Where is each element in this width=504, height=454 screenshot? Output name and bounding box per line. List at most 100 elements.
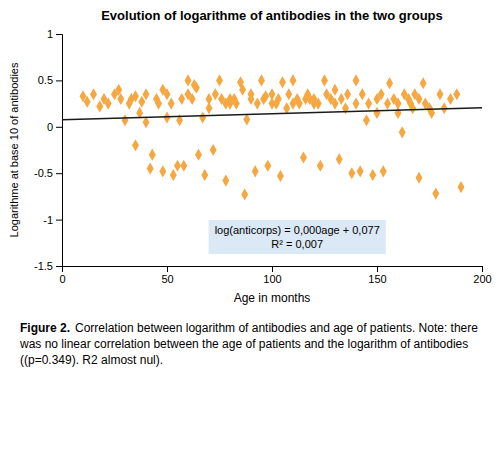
y-tick: 1 <box>47 28 62 40</box>
point <box>453 88 460 100</box>
point <box>420 77 427 89</box>
point <box>348 167 355 179</box>
point <box>321 74 328 86</box>
point <box>122 114 129 126</box>
point <box>222 175 229 187</box>
point <box>374 107 381 119</box>
point <box>395 107 402 119</box>
y-tick-mark <box>56 80 62 81</box>
point <box>384 98 391 110</box>
point <box>409 102 416 114</box>
point <box>96 100 103 112</box>
point <box>359 88 366 100</box>
point <box>365 98 372 110</box>
x-tick-label: 150 <box>368 273 386 285</box>
point <box>458 181 465 193</box>
annotation: log(anticorps) = 0,000age + 0,077 R² = 0,… <box>209 220 386 254</box>
point <box>344 88 351 100</box>
y-tick-label: 0.5 <box>38 74 53 86</box>
point <box>262 90 269 102</box>
y-tick: -0.5 <box>34 167 62 179</box>
x-tick-mark <box>167 266 168 272</box>
point <box>138 96 145 108</box>
point <box>185 74 192 86</box>
point <box>174 160 181 172</box>
point <box>290 74 297 86</box>
point <box>159 165 166 177</box>
point <box>416 172 423 184</box>
y-axis: -1.5-1-0.500.51 <box>34 28 62 272</box>
point <box>277 170 284 182</box>
x-tick-label: 100 <box>263 273 281 285</box>
point <box>275 93 282 105</box>
y-tick-label: -1.5 <box>34 260 53 272</box>
x-tick: 100 <box>263 266 281 285</box>
y-tick-mark <box>56 34 62 35</box>
x-tick-mark <box>482 266 483 272</box>
y-tick-mark <box>56 220 62 221</box>
point <box>210 144 217 156</box>
x-axis-line <box>63 267 483 273</box>
y-tick-label: 1 <box>47 28 53 40</box>
point <box>252 165 259 177</box>
point <box>155 98 162 110</box>
point <box>248 93 255 105</box>
annotation-box <box>209 220 386 254</box>
point <box>363 114 370 126</box>
point <box>380 165 387 177</box>
point <box>195 149 202 161</box>
caption: Figure 2.Correlation between logarithm o… <box>19 321 478 367</box>
x-tick-label: 200 <box>473 273 491 285</box>
x-axis: 050100150200 <box>59 266 491 285</box>
y-tick: 0 <box>47 121 62 133</box>
point <box>132 90 139 102</box>
point <box>378 88 385 100</box>
point <box>437 88 444 100</box>
point <box>279 76 286 88</box>
point <box>353 74 360 86</box>
point <box>216 74 223 86</box>
point <box>212 88 219 100</box>
point <box>296 98 303 110</box>
annotation-text: log(anticorps) = 0,000age + 0,077 <box>215 224 380 236</box>
point <box>180 160 187 172</box>
point <box>90 88 97 100</box>
plot-area <box>62 74 482 200</box>
scatter-series <box>80 74 465 200</box>
point <box>399 126 406 138</box>
point <box>432 188 439 200</box>
chart: Evolution of logarithme of antibodies in… <box>0 0 504 454</box>
point <box>178 93 185 105</box>
y-axis-line <box>56 35 63 267</box>
point <box>353 98 360 110</box>
point <box>201 169 208 181</box>
y-tick: 0.5 <box>38 74 62 86</box>
y-tick-mark <box>56 127 62 128</box>
x-axis-title: Age in months <box>234 291 311 305</box>
point <box>300 151 307 163</box>
point <box>264 160 271 172</box>
point <box>369 169 376 181</box>
annotation-text: R² = 0,007 <box>271 238 323 250</box>
point <box>168 98 175 110</box>
point <box>105 98 112 110</box>
title: Evolution of logarithme of antibodies in… <box>101 8 443 23</box>
point <box>447 93 454 105</box>
point <box>285 88 292 100</box>
y-tick-label: 0 <box>47 121 53 133</box>
y-tick: -1.5 <box>34 260 62 272</box>
point <box>315 98 322 110</box>
point <box>170 169 177 181</box>
y-tick-label: -0.5 <box>34 167 53 179</box>
point <box>84 96 91 108</box>
caption-text: Correlation between logarithm of antibod… <box>75 321 478 335</box>
x-tick: 50 <box>161 266 173 285</box>
y-tick-mark <box>56 266 62 267</box>
point <box>239 84 246 96</box>
point <box>206 102 213 114</box>
point <box>283 102 290 114</box>
point <box>416 93 423 105</box>
point <box>143 88 150 100</box>
caption-text: ((p=0.349). R2 almost nul). <box>20 353 163 367</box>
y-axis-title: Logarithme at base 10 of antibodies <box>8 62 20 237</box>
